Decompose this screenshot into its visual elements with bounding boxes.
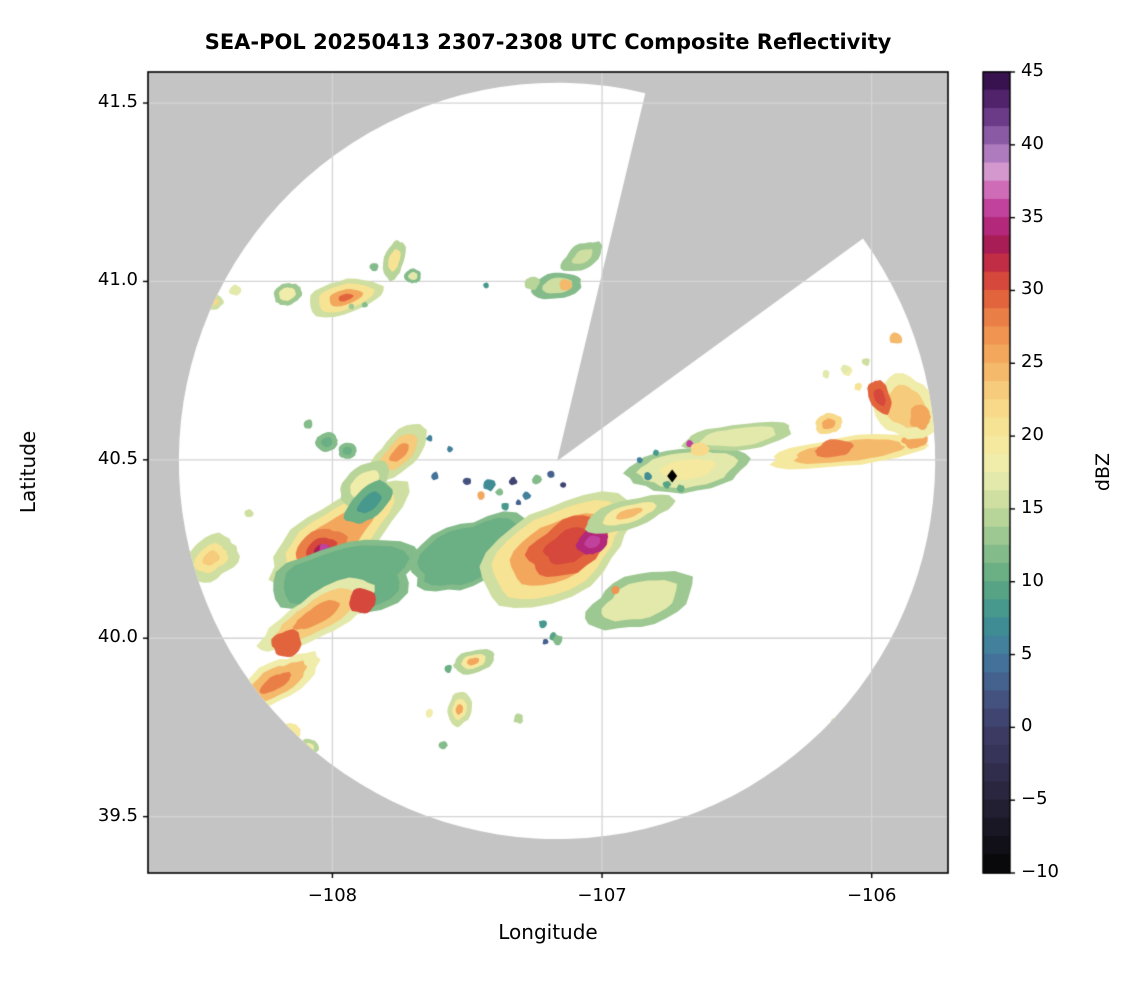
colorbar-tick-label: 35 bbox=[1021, 205, 1044, 227]
colorbar-tick-label: −10 bbox=[1021, 861, 1059, 882]
plot-title: SEA-POL 20250413 2307-2308 UTC Composite… bbox=[204, 30, 892, 54]
colorbar-label: dBZ bbox=[1092, 452, 1114, 492]
colorbar-tick-label: −5 bbox=[1021, 788, 1048, 810]
colorbar-tick-label: 0 bbox=[1021, 715, 1033, 737]
colorbar-tick-label: 45 bbox=[1021, 60, 1044, 81]
y-tick-label: 40.5 bbox=[97, 447, 138, 469]
colorbar-tick-label: 20 bbox=[1021, 424, 1044, 446]
colorbar-tick-label: 15 bbox=[1021, 496, 1044, 518]
y-tick-label: 41.0 bbox=[97, 269, 138, 291]
x-axis-label: Longitude bbox=[498, 920, 598, 944]
y-tick-label: 41.5 bbox=[97, 91, 138, 113]
x-tick-label: −107 bbox=[577, 885, 627, 906]
colorbar-tick-label: 10 bbox=[1021, 569, 1044, 591]
x-tick-label: −106 bbox=[846, 885, 897, 906]
colorbar-tick-label: 40 bbox=[1021, 132, 1044, 154]
y-tick-label: 40.0 bbox=[97, 626, 138, 648]
x-tick-label: −108 bbox=[307, 885, 358, 906]
colorbar-tick-label: 30 bbox=[1021, 278, 1044, 300]
y-tick-label: 39.5 bbox=[97, 804, 138, 826]
colorbar-tick-label: 25 bbox=[1021, 351, 1044, 373]
colorbar-tick-label: 5 bbox=[1021, 642, 1033, 664]
y-axis-label: Latitude bbox=[16, 430, 40, 514]
